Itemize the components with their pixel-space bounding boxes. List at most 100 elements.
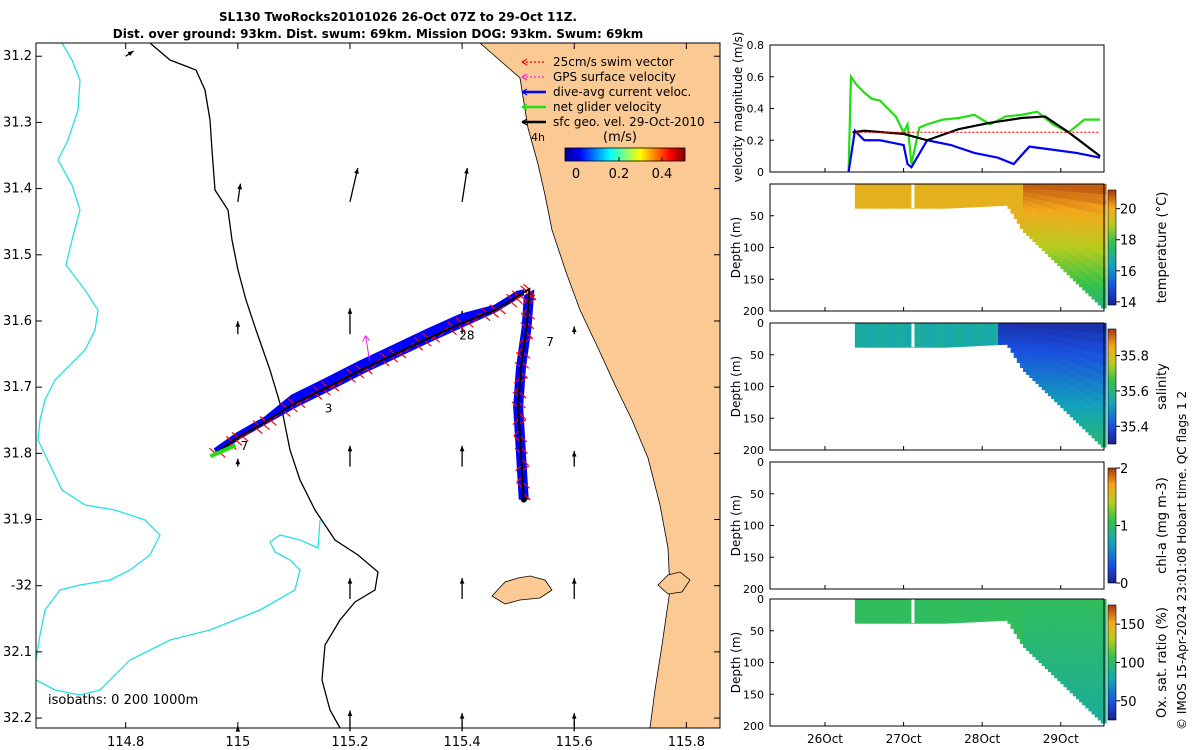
heatmap-cell [917, 345, 923, 348]
heatmap-cell [879, 188, 886, 191]
heatmap-cell [998, 194, 1004, 198]
heatmap-cell [966, 323, 973, 326]
y-tick-label: 50 [750, 625, 764, 638]
heatmap-cell [1023, 339, 1029, 344]
heatmap-cell [935, 186, 942, 189]
heatmap-cell [1044, 213, 1051, 220]
heatmap-cell [1088, 599, 1095, 609]
heatmap-cell [973, 608, 979, 611]
heatmap-cell [1088, 626, 1095, 637]
heatmap-cell [942, 323, 948, 326]
heatmap-cell [873, 186, 880, 189]
heatmap-cell [1019, 624, 1026, 630]
heatmap-cell [854, 621, 861, 624]
geo-arrow [235, 321, 241, 335]
heatmap-cell [1010, 327, 1017, 331]
heatmap-cell [857, 341, 864, 344]
heatmap-cell [1047, 329, 1054, 336]
heatmap-cell [1091, 418, 1098, 429]
swim-vector [523, 493, 531, 501]
heatmap-cell [1007, 617, 1014, 620]
heatmap-cell [907, 619, 914, 622]
heatmap-cell [960, 618, 967, 621]
heatmap-cell [951, 185, 958, 189]
heatmap-cell [1054, 638, 1060, 646]
swim-vector [290, 405, 298, 413]
heatmap-cell [976, 602, 983, 606]
heatmap-cell [1038, 328, 1045, 335]
heatmap-cell [945, 202, 951, 205]
heatmap-cell [1060, 648, 1067, 656]
heatmap-cell [929, 345, 936, 348]
heatmap-cell [929, 202, 936, 205]
heatmap-cell [932, 331, 939, 334]
heatmap-cell [1063, 672, 1070, 680]
heatmap-cell [882, 599, 889, 602]
heatmap-cell [976, 199, 983, 202]
heatmap-cell [867, 190, 874, 193]
heatmap-cell [1094, 677, 1101, 688]
y-tick-label: -32 [11, 579, 32, 594]
heatmap-cell [895, 601, 902, 604]
swim-vector [234, 438, 243, 446]
heatmap-cell [870, 617, 877, 620]
heatmap-cell [889, 190, 895, 193]
heatmap-cell [879, 335, 886, 338]
map-panel: SL130 TwoRocks20101026 26-Oct 07Z to 29-… [3, 10, 721, 750]
heatmap-cell [942, 613, 948, 616]
heatmap-cell [1010, 342, 1017, 346]
heatmap-cell [1088, 406, 1095, 417]
heatmap-cell [985, 200, 992, 203]
heatmap-cell [886, 204, 892, 207]
heatmap-cell [945, 323, 951, 326]
heatmap-cell [1026, 344, 1032, 350]
heatmap-cell [907, 609, 914, 612]
heatmap-cell [1035, 619, 1042, 625]
heatmap-cell [948, 201, 955, 205]
heatmap-cell [926, 599, 933, 602]
heatmap-cell [1013, 195, 1020, 199]
heatmap-cell [873, 601, 880, 604]
heatmap-cell [979, 610, 986, 613]
heatmap-cell [1007, 337, 1014, 340]
heatmap-cell [988, 602, 995, 605]
heatmap-cell [1079, 633, 1085, 643]
heatmap-cell [1035, 239, 1042, 246]
heatmap-cell [1082, 219, 1088, 229]
heatmap-cell [926, 345, 933, 348]
heatmap-cell [1063, 642, 1070, 651]
heatmap-cell [1069, 199, 1076, 208]
heatmap-cell [995, 194, 1001, 198]
heatmap-cell [861, 194, 867, 197]
heatmap-cell [1038, 215, 1045, 222]
heatmap-cell [1085, 698, 1092, 709]
heatmap-cell [892, 198, 898, 201]
heatmap-cell [963, 604, 970, 608]
heatmap-cell [889, 613, 895, 616]
swim-vector [413, 336, 421, 343]
heatmap-cell [1044, 610, 1051, 617]
heatmap-cell [970, 201, 976, 204]
heatmap-cell [1097, 284, 1104, 296]
heatmap-cell [870, 331, 877, 334]
heatmap-cell [991, 323, 998, 326]
heatmap-cell [960, 187, 967, 191]
heatmap-cell [988, 323, 995, 326]
heatmap-cell [935, 601, 942, 604]
heatmap-cell [923, 611, 930, 614]
heatmap-cell [882, 331, 889, 334]
heatmap-cell [1075, 657, 1082, 667]
heatmap-cell [1094, 599, 1101, 610]
heatmap-cell [1029, 630, 1035, 636]
heatmap-cell [985, 613, 992, 617]
heatmap-cell [1057, 653, 1064, 661]
heatmap-cell [1066, 330, 1073, 339]
heatmap-cell [1054, 236, 1060, 244]
heatmap-cell [923, 609, 930, 612]
heatmap-cell [882, 325, 889, 328]
heatmap-cell [1007, 204, 1014, 207]
heatmap-cell [1054, 203, 1060, 211]
heatmap-cell [1029, 327, 1035, 333]
heatmap-cell [879, 339, 886, 342]
swim-vector [527, 312, 536, 320]
